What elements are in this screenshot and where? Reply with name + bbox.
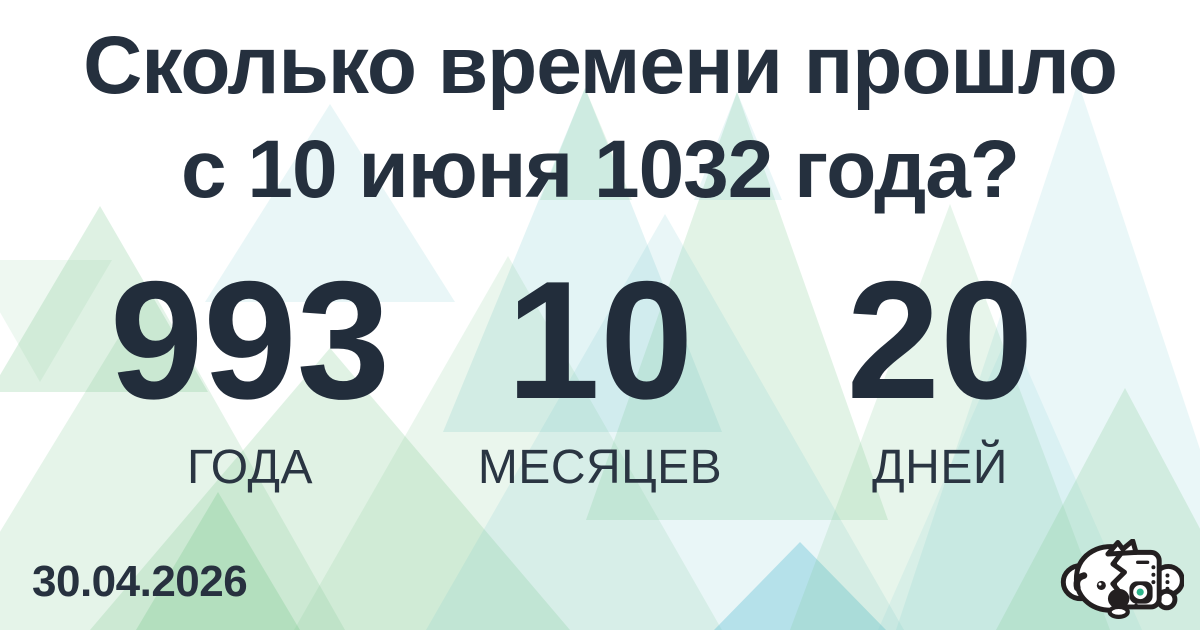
years-value: 993 [109, 246, 391, 434]
page-title-line1: Сколько времени прошло [83, 20, 1118, 111]
reference-date: 30.04.2026 [32, 557, 248, 606]
duration-days: 20 ДНЕЙ [780, 256, 1100, 496]
months-label: МЕСЯЦЕВ [477, 441, 723, 494]
page-title: Сколько времени прошло с 10 июня 1032 го… [0, 14, 1200, 222]
days-label: ДНЕЙ [872, 441, 1008, 494]
page-title-line2: с 10 июня 1032 года? [181, 124, 1020, 215]
duration-years: 993 ГОДА [40, 256, 460, 496]
months-value: 10 [506, 246, 694, 434]
days-value: 20 [846, 246, 1034, 434]
duration-row: 993 ГОДА 10 МЕСЯЦЕВ 20 ДНЕЙ [0, 256, 1200, 516]
years-label: ГОДА [186, 441, 314, 494]
duration-months: 10 МЕСЯЦЕВ [440, 256, 760, 496]
koala-robot-logo-icon [1060, 539, 1184, 619]
